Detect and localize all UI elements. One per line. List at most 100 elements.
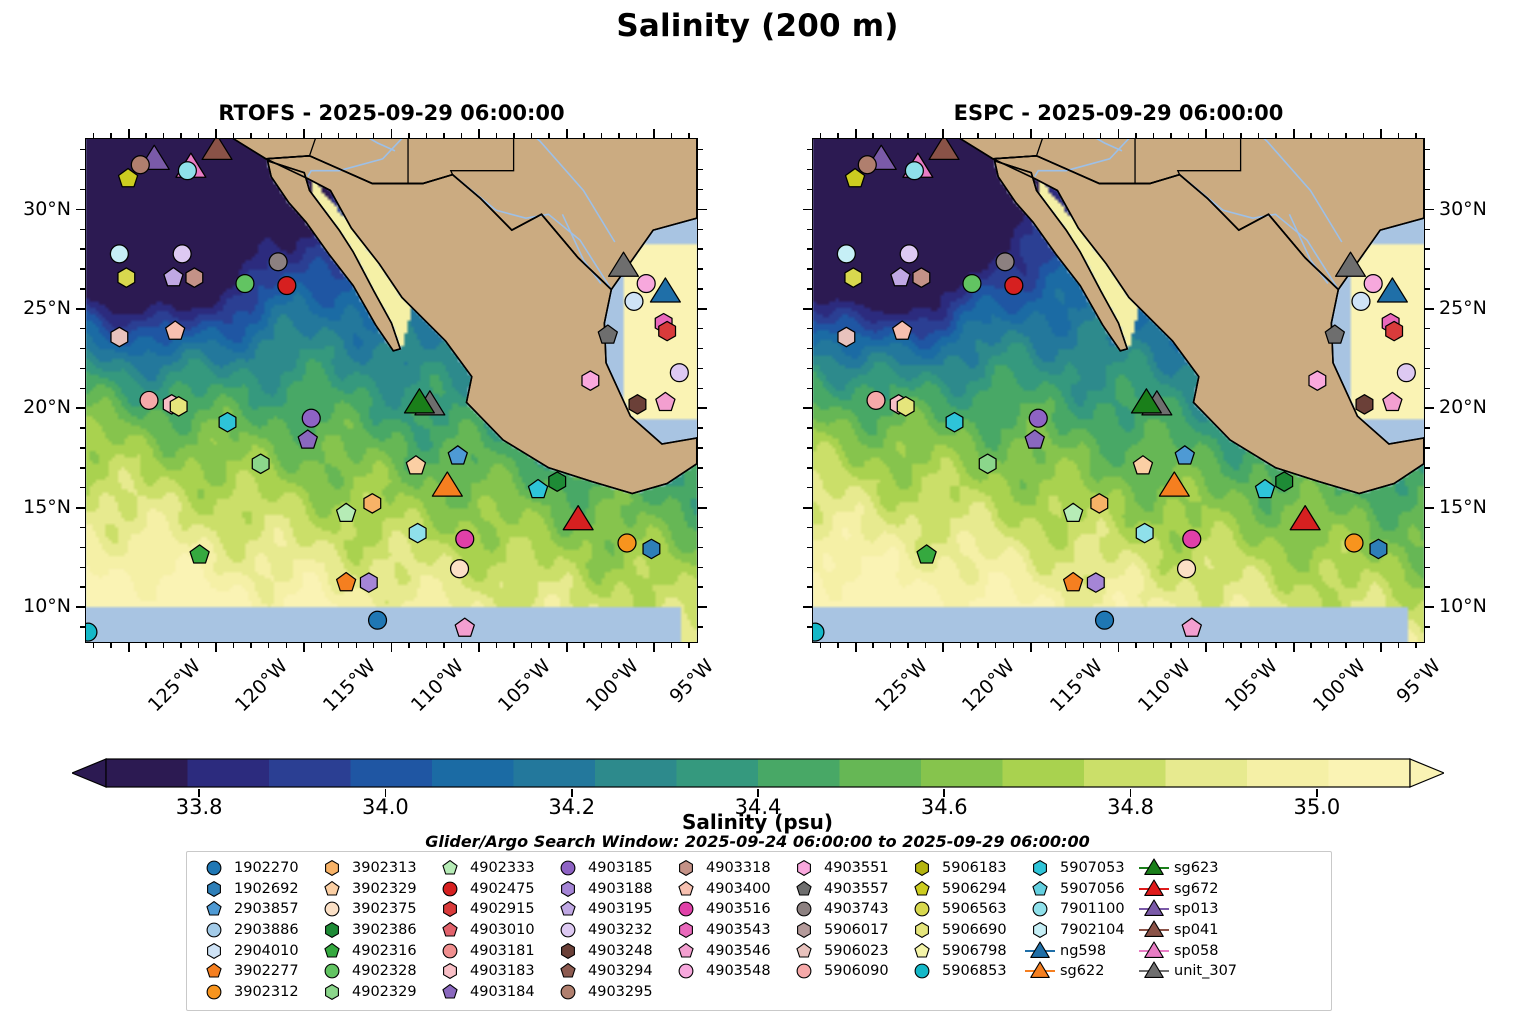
legend-item[interactable]: 3902375 [315,899,433,920]
espc-ytick [1425,487,1430,489]
legend-item[interactable]: 5906563 [905,899,1023,920]
rtofs-ytick [698,327,703,330]
legend-item[interactable]: 5907056 [1023,879,1137,900]
rtofs-ytick [698,626,703,628]
legend-item[interactable]: 3902313 [315,858,433,879]
legend-item[interactable]: 4903557 [787,879,905,900]
legend-item[interactable]: 5906294 [905,879,1023,900]
espc-xtick [924,133,927,138]
legend-item[interactable]: 3902329 [315,879,433,900]
legend-item[interactable]: 4902475 [433,879,551,900]
legend-item[interactable]: unit_307 [1137,961,1255,982]
espc-xtick-label: 110°W [1133,655,1195,717]
legend-item[interactable]: 7902104 [1023,920,1137,941]
espc-ytick [1425,467,1430,469]
legend-item[interactable]: 5906798 [905,940,1023,961]
legend-item[interactable]: 4903294 [551,961,669,982]
legend-marker-circle-icon [905,961,939,981]
rtofs-ytick [698,566,703,568]
legend-item[interactable]: 5907053 [1023,858,1137,879]
legend-item[interactable]: sp058 [1137,940,1255,961]
legend-item[interactable]: 4903185 [551,858,669,879]
legend-item[interactable]: 4902329 [315,982,433,1003]
legend-item[interactable]: 4903400 [669,879,787,900]
legend-item[interactable]: 4903543 [669,920,787,941]
rtofs-xtick [355,643,357,648]
legend-item[interactable]: 4902333 [433,858,551,879]
legend-item[interactable]: ng598 [1023,940,1137,961]
legend-item[interactable]: 1902270 [197,858,315,879]
legend-item[interactable]: 3902277 [197,961,315,982]
espc-ytick [807,268,812,270]
rtofs-ytick [698,208,707,211]
legend-marker-triangle-line-icon [1137,899,1171,919]
rtofs-xtick [338,133,340,138]
rtofs-xtick-label: 100°W [581,655,643,717]
legend-item[interactable]: 4903318 [669,858,787,879]
rtofs-xtick [495,133,498,138]
legend-item[interactable]: 4902328 [315,961,433,982]
legend-item[interactable]: 4902915 [433,899,551,920]
colorbar-tick-label: 34.0 [362,795,409,819]
legend-item[interactable]: 5906023 [787,940,905,961]
colorbar-tick-label: 34.4 [734,795,782,819]
legend-item[interactable]: 4903295 [551,982,669,1003]
legend-item[interactable]: 4903181 [433,940,551,961]
legend-item[interactable]: 4903248 [551,940,669,961]
legend-item-label: 4903743 [824,901,889,918]
espc-ytick [1425,606,1434,609]
legend-item[interactable]: 5906183 [905,858,1023,879]
legend-item-label: 4903516 [706,901,771,918]
legend-item[interactable]: 4902316 [315,940,433,961]
legend-box[interactable]: 1902270 1902692 2903857 2903886 2904010 39022… [186,851,1332,1011]
legend-marker-pentagon-icon [787,879,821,899]
rtofs-ytick [80,467,85,469]
legend-marker-pentagon-icon [551,899,585,919]
legend-item[interactable]: 4903546 [669,940,787,961]
rtofs-ytick [698,149,703,151]
espc-map-canvas [813,139,1424,642]
espc-ytick [1425,308,1434,310]
rtofs-xtick [670,133,673,138]
colorbar-tick [757,789,759,797]
legend-item[interactable]: 4903184 [433,982,551,1003]
legend-item[interactable]: 4903548 [669,961,787,982]
legend-item-label: 4903232 [588,922,653,939]
legend-item[interactable]: 4903551 [787,858,905,879]
legend-item[interactable]: sp041 [1137,920,1255,941]
espc-xtick [1397,133,1400,138]
legend-item[interactable]: sg622 [1023,961,1137,982]
legend-item[interactable]: 4903010 [433,920,551,941]
espc-ytick [807,149,812,151]
legend-item-label: 4903548 [706,963,771,980]
legend-marker-circle-icon [197,982,231,1002]
rtofs-xtick [162,133,165,138]
legend-item[interactable]: 2904010 [197,940,315,961]
legend-item[interactable]: 2903857 [197,899,315,920]
map-panel-espc[interactable] [812,138,1425,643]
rtofs-xtick [320,133,322,138]
legend-item[interactable]: 5906853 [905,961,1023,982]
espc-xtick [907,643,909,648]
legend-item[interactable]: 5906690 [905,920,1023,941]
legend-column: sg623 sg672 sp013 sp041 sp058 unit_307 [1137,858,1255,1004]
legend-item[interactable]: 1902692 [197,879,315,900]
legend-item[interactable]: 5906017 [787,920,905,941]
legend-item[interactable]: 4903743 [787,899,905,920]
legend-item[interactable]: 3902312 [197,982,315,1003]
legend-item[interactable]: 4903195 [551,899,669,920]
legend-item[interactable]: 2903886 [197,920,315,941]
legend-item[interactable]: 4903232 [551,920,669,941]
legend-item[interactable]: 4903188 [551,879,669,900]
legend-item[interactable]: 4903516 [669,899,787,920]
map-panel-rtofs[interactable] [85,138,698,643]
legend-item[interactable]: 3902386 [315,920,433,941]
legend-item[interactable]: sg623 [1137,858,1255,879]
legend-item[interactable]: sp013 [1137,899,1255,920]
legend-item[interactable]: 7901100 [1023,899,1137,920]
legend-item[interactable]: 5906090 [787,961,905,982]
legend-item[interactable]: sg672 [1137,879,1255,900]
legend-item[interactable]: 4903183 [433,961,551,982]
colorbar-tick [1129,789,1132,797]
rtofs-ytick [80,487,85,489]
